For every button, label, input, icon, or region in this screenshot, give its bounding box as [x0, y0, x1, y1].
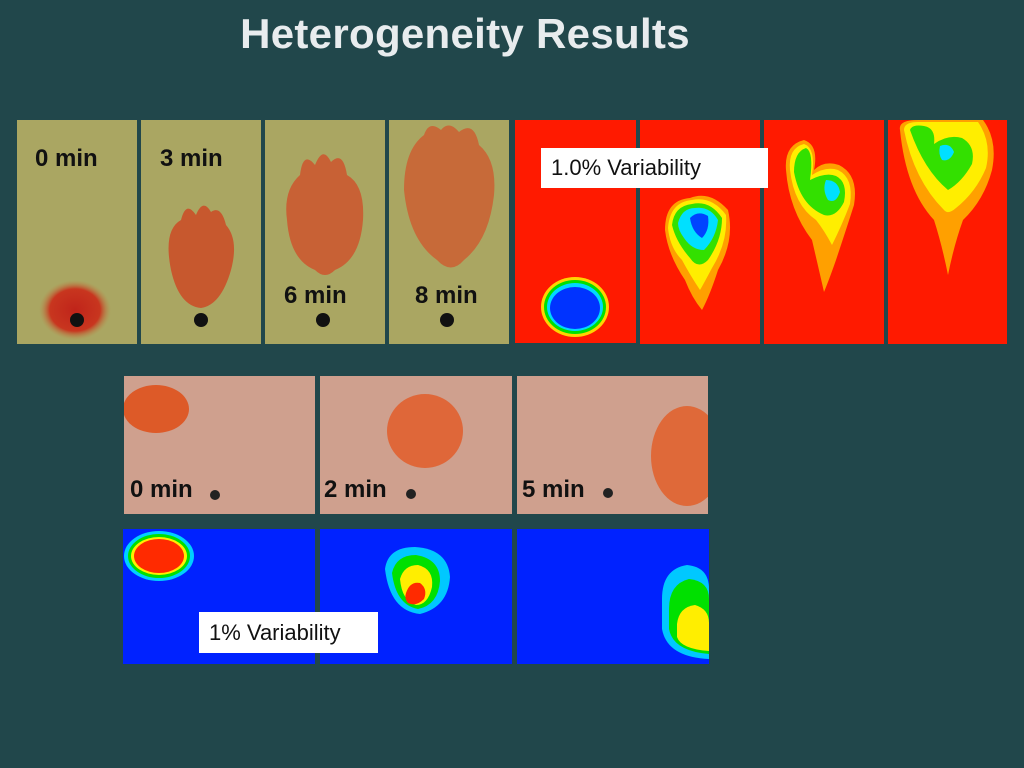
injection-point-marker: [194, 313, 208, 327]
injection-point-marker: [210, 490, 220, 500]
top-photo-3min: [141, 120, 261, 344]
bottom-sim-frame-3: [517, 529, 709, 664]
bottom-sim-frame-2: [320, 529, 512, 664]
time-label-0min: 0 min: [35, 145, 98, 172]
injection-point-marker: [440, 313, 454, 327]
time-label-2min-bottom: 2 min: [324, 476, 387, 503]
time-label-0min-bottom: 0 min: [130, 476, 193, 503]
top-photo-0min: [17, 120, 137, 344]
variability-label-top: 1.0% Variability: [541, 148, 768, 188]
injection-point-marker: [603, 488, 613, 498]
time-label-3min: 3 min: [160, 145, 223, 172]
time-label-8min: 8 min: [415, 282, 478, 309]
top-sim-frame-3: [764, 120, 884, 344]
top-photo-6min: [265, 120, 385, 344]
top-photo-8min: [389, 120, 509, 344]
time-label-5min-bottom: 5 min: [522, 476, 585, 503]
time-label-6min: 6 min: [284, 282, 347, 309]
bottom-photo-5min: [517, 376, 708, 514]
injection-point-marker: [316, 313, 330, 327]
bottom-photo-0min: [124, 376, 315, 514]
injection-point-marker: [406, 489, 416, 499]
top-sim-frame-1: [515, 120, 636, 343]
top-sim-frame-4: [888, 120, 1007, 344]
page-title: Heterogeneity Results: [240, 10, 690, 57]
injection-point-marker: [70, 313, 84, 327]
variability-label-bottom: 1% Variability: [199, 612, 378, 653]
bottom-photo-2min: [320, 376, 512, 514]
